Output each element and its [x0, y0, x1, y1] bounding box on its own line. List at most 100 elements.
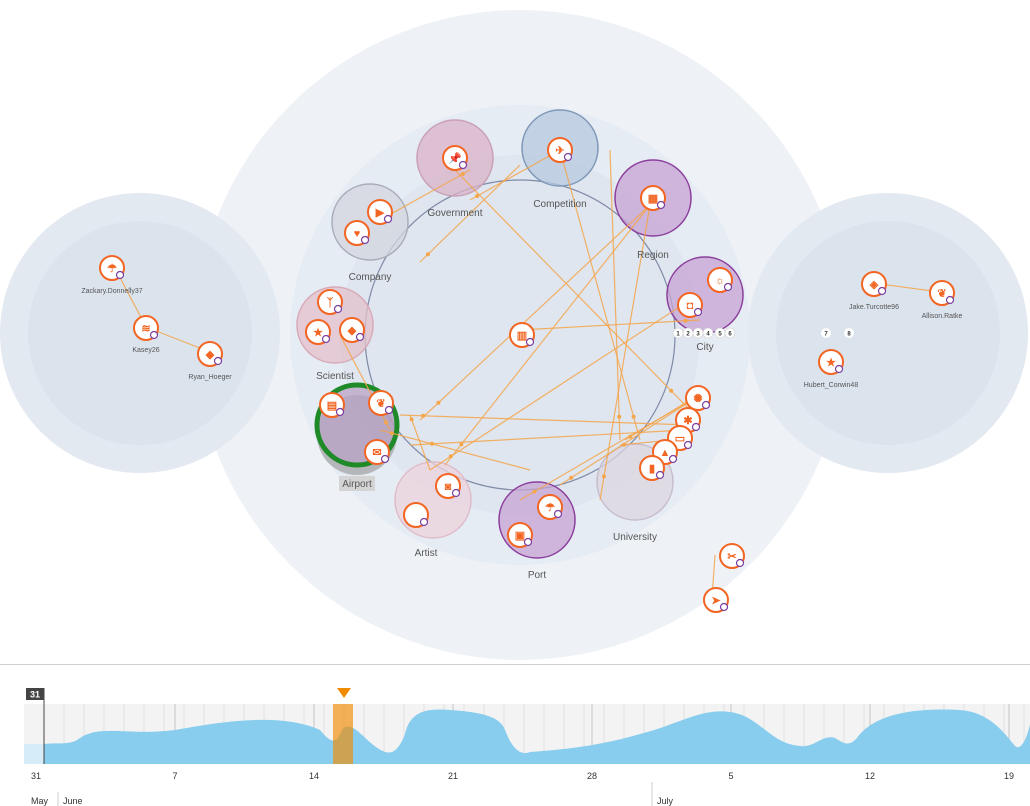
plane-icon: ✈	[555, 145, 564, 157]
node[interactable]: ✂	[719, 543, 745, 569]
node[interactable]: ▣	[507, 522, 533, 548]
node-badge-dot	[553, 509, 563, 519]
month-label: July	[657, 796, 674, 806]
heart-icon: ♥	[354, 228, 361, 240]
utensils-icon: ᛉ	[327, 297, 334, 309]
node-badge-dot	[333, 304, 343, 314]
node-badge-dot	[563, 152, 573, 162]
edge	[409, 429, 686, 446]
node[interactable]: ◆	[339, 317, 365, 343]
map-icon: ▤	[327, 400, 337, 412]
node[interactable]: ◙	[435, 473, 461, 499]
node[interactable]: ᛉ	[317, 289, 343, 315]
tick-label: 28	[587, 771, 597, 781]
node[interactable]	[403, 502, 429, 528]
edge-arrow	[683, 318, 688, 323]
activity-area	[44, 709, 1030, 764]
node[interactable]: ◘	[677, 292, 703, 318]
node[interactable]: ❦	[368, 390, 394, 416]
node-badge-dot	[525, 337, 535, 347]
edge-arrow	[421, 413, 426, 418]
badge-8[interactable]: 8	[847, 332, 851, 338]
person-label: Zackary.Donnelly37	[81, 288, 142, 295]
city-badge-6[interactable]: 6	[728, 332, 732, 338]
city-badge-4[interactable]: 4	[706, 332, 710, 338]
node-badge-dot	[335, 407, 345, 417]
group-label-competition: Competition	[533, 199, 586, 210]
rss-icon: ≋	[141, 323, 150, 335]
month-label: June	[63, 796, 83, 806]
node[interactable]: ➤	[703, 587, 729, 613]
bag-icon: ▮	[649, 463, 655, 475]
current-day-badge	[26, 688, 44, 700]
node[interactable]: ▦	[640, 185, 666, 211]
node[interactable]: ★	[305, 319, 331, 345]
play-icon: ▶	[375, 207, 385, 219]
group-label-port: Port	[528, 570, 547, 581]
node[interactable]: ✉	[364, 439, 390, 465]
edge	[519, 319, 701, 331]
badge-7[interactable]: 7	[824, 332, 828, 338]
group-label-airport: Airport	[342, 479, 372, 490]
node[interactable]: ✈	[547, 137, 573, 163]
edge-arrow	[631, 414, 636, 419]
edge-arrow	[532, 489, 537, 494]
chess-icon: ▦	[648, 193, 658, 205]
node-badge-dot	[945, 295, 955, 305]
node-badge-dot	[656, 200, 666, 210]
node[interactable]: ≋	[133, 315, 159, 341]
edge	[454, 169, 691, 411]
image-icon: ▲	[660, 447, 671, 459]
node[interactable]: 📌	[442, 145, 468, 171]
city-badge-5[interactable]: 5	[718, 332, 722, 338]
selected-day-range[interactable]	[333, 704, 353, 764]
cog-icon: ✱	[683, 415, 692, 427]
group-label-scientist: Scientist	[316, 371, 354, 382]
city-badge-bg	[724, 327, 736, 339]
edge	[559, 394, 701, 486]
node[interactable]: ❦	[929, 280, 955, 306]
tools-icon: ✂	[727, 551, 736, 563]
node[interactable]: ▤	[319, 392, 345, 418]
city-badge-2[interactable]: 2	[686, 332, 690, 338]
trash-icon: ▥	[517, 330, 527, 342]
group-bubble-artist[interactable]	[394, 461, 472, 539]
node-badge-dot	[668, 454, 678, 464]
city-badge-1[interactable]: 1	[676, 332, 680, 338]
timeline[interactable]: 31 31 7 14 21 28 5 12 19 May June July	[0, 664, 1030, 806]
node[interactable]: ✺	[685, 385, 711, 411]
node[interactable]: ▶	[367, 199, 393, 225]
node[interactable]: ♥	[344, 220, 370, 246]
star-icon: ★	[826, 357, 836, 369]
node[interactable]: ▥	[509, 322, 535, 348]
edge-arrow	[622, 442, 627, 447]
camera-icon: ◘	[687, 300, 694, 312]
group-bubble-port[interactable]	[498, 481, 576, 559]
node-badge-dot	[735, 558, 745, 568]
city-badge-3[interactable]: 3	[696, 332, 700, 338]
badge-bg	[821, 328, 831, 338]
edge-arrow	[475, 194, 480, 198]
playhead-marker[interactable]	[337, 688, 351, 698]
node[interactable]: ▮	[639, 455, 665, 481]
network-graph[interactable]: 📌 ✈ ▦ ▶ ♥ ☼ ◘ ᛉ ★ ◆ ▤ ❦ ✉ ◙ ☂ ▣ ▥ ✺✱ ▭ ▲ ▮ ✂ ➤ ☂ ≋ ◆ ◈ ❦ ★ Governmen…	[0, 0, 1030, 662]
node[interactable]: ◆	[197, 341, 223, 367]
person-label: Kasey26	[132, 347, 159, 354]
person-label: Ryan_Hoeger	[188, 374, 232, 381]
node-badge-dot	[115, 270, 125, 280]
tick-label: 19	[1004, 771, 1014, 781]
edge	[409, 414, 431, 471]
node-badge-dot	[321, 334, 331, 344]
edge-arrow	[459, 442, 464, 447]
node[interactable]: ☂	[537, 494, 563, 520]
node[interactable]: ★	[818, 349, 844, 375]
group-bubble-company[interactable]	[331, 183, 409, 261]
node[interactable]: ☂	[99, 255, 125, 281]
tick-label: 31	[31, 771, 41, 781]
node[interactable]: ◈	[861, 271, 887, 297]
edge-arrow	[390, 431, 394, 436]
month-label: May	[31, 796, 49, 806]
node[interactable]: ☼	[707, 267, 733, 293]
person-label: Allison.Ratke	[922, 313, 963, 320]
edge-arrow	[602, 474, 606, 479]
